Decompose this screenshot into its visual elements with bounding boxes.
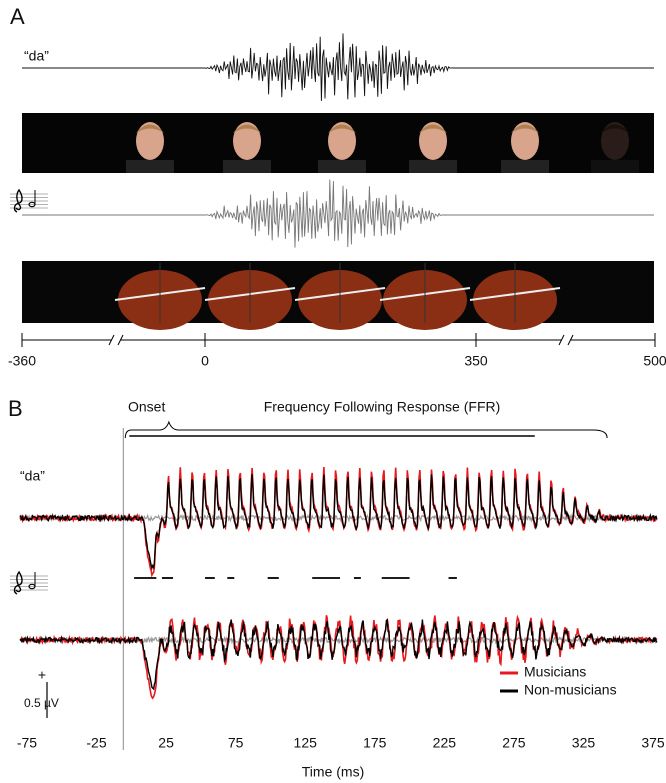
hair (328, 124, 356, 133)
face (233, 122, 261, 160)
tick-label: 500 (643, 353, 666, 369)
music-icon (10, 570, 48, 595)
hair (601, 124, 629, 133)
syllable-label: “da” (24, 48, 49, 64)
axis-break (108, 334, 124, 346)
x-tick-label: 25 (158, 735, 174, 751)
x-tick-label: 325 (572, 735, 596, 751)
shirt (591, 160, 639, 173)
x-tick-label: 225 (433, 735, 457, 751)
x-axis-label: Time (ms) (302, 764, 364, 780)
x-tick-label: 275 (502, 735, 526, 751)
face (419, 122, 447, 160)
x-tick-label: 375 (641, 735, 665, 751)
shirt (223, 160, 271, 173)
axis-break (558, 334, 574, 346)
hair (511, 124, 539, 133)
shirt (409, 160, 457, 173)
clef (13, 570, 23, 595)
scale-label: 0.5 µV (24, 696, 59, 710)
face (601, 122, 629, 160)
face (136, 122, 164, 160)
hair (233, 124, 261, 133)
onset-label: Onset (128, 399, 165, 415)
axis-break-gap (112, 337, 120, 343)
waveform (22, 33, 654, 102)
shirt (318, 160, 366, 173)
x-tick-label: 125 (294, 735, 318, 751)
ffr-label: Frequency Following Response (FFR) (264, 399, 501, 415)
hair (419, 124, 447, 133)
response-trace (19, 466, 658, 578)
face (328, 122, 356, 160)
axis-break-gap (562, 337, 570, 343)
x-tick-label: -25 (86, 735, 106, 751)
face (511, 122, 539, 160)
music-icon (10, 188, 48, 213)
note (28, 201, 36, 208)
x-tick-label: 175 (363, 735, 387, 751)
syllable-label: “da” (20, 468, 45, 484)
video-strip-cello (22, 261, 654, 330)
response-trace (19, 474, 658, 571)
note (28, 583, 36, 590)
legend-label: Non-musicians (524, 682, 617, 698)
x-tick-label: -75 (17, 735, 37, 751)
onset-bracket (124, 420, 608, 439)
tick-label: 0 (201, 353, 209, 369)
video-strip-face (22, 113, 654, 173)
scale-sign: + (38, 667, 46, 683)
panel-label: A (10, 4, 25, 29)
panel-label: B (8, 396, 23, 421)
tick-label: 350 (464, 353, 488, 369)
shirt (126, 160, 174, 173)
response-trace (19, 618, 658, 691)
x-tick-label: 75 (228, 735, 244, 751)
legend-label: Musicians (524, 664, 586, 680)
shirt (501, 160, 549, 173)
hair (136, 124, 164, 133)
waveform (22, 179, 654, 248)
tick-label: -360 (8, 353, 36, 369)
clef (13, 188, 23, 213)
